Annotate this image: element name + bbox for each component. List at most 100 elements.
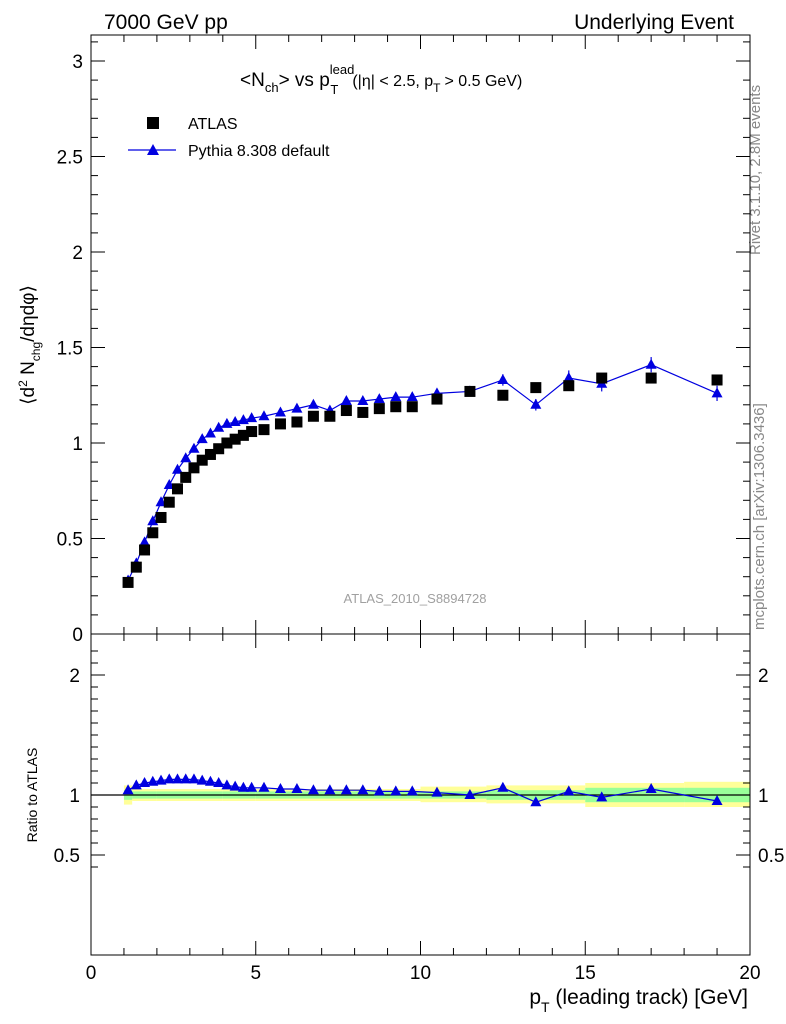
main-panel: 0 0.5 1 1.5 2 2.5 3: [57, 34, 751, 646]
mcplots-label: mcplots.cern.ch [arXiv:1306.3436]: [751, 403, 768, 630]
main-mc-point: [274, 406, 286, 417]
main-mc-point: [291, 402, 303, 413]
main-data-series: [122, 372, 723, 588]
ratio-ytick-label-right: 0.5: [758, 846, 784, 867]
ratio-mc-point: [274, 783, 286, 793]
ratio-mc-point: [406, 785, 418, 796]
main-data-point: [204, 448, 216, 460]
plot-title: <Nch> vs plead T (|η| < 2.5, pT > 0.5 GeV): [240, 62, 522, 97]
main-data-point: [130, 561, 142, 573]
ratio-mc-point: [229, 780, 241, 791]
main-data-point: [147, 527, 159, 539]
ratio-mc-point: [711, 795, 723, 805]
main-data-point: [258, 424, 270, 436]
ratio-mc-point: [373, 785, 385, 796]
ratio-mc-point: [122, 784, 134, 795]
ratio-ytick-label-right: 1: [758, 786, 769, 807]
main-mc-series: [122, 357, 723, 585]
ratio-axis-ticks: 0.5 0.51 12 20 5 10 15 20: [54, 634, 784, 984]
main-ytick-label: 2.5: [57, 148, 83, 169]
main-mc-point: [180, 452, 192, 463]
legend-pythia-label: Pythia 8.308 default: [188, 143, 330, 160]
ratio-panel: 0.5 0.51 12 20 5 10 15 20: [54, 633, 784, 984]
main-mc-point: [196, 433, 208, 444]
ratio-mc-point: [324, 784, 336, 795]
main-data-point: [237, 429, 249, 441]
main-data-point: [180, 471, 192, 483]
header-left: 7000 GeV pp: [104, 11, 228, 34]
main-ytick-label: 0: [72, 625, 83, 646]
ratio-ytick-label: 1: [69, 786, 80, 807]
ratio-mc-series: [122, 773, 723, 807]
ratio-mc-point: [213, 777, 225, 787]
ratio-mc-point: [246, 781, 258, 792]
ratio-ytick-label: 2: [69, 666, 80, 687]
ratio-mc-point: [431, 786, 443, 797]
ratio-mc-point: [258, 781, 270, 792]
xtick-label: 15: [575, 963, 596, 984]
ratio-mc-point: [237, 781, 249, 792]
main-mc-point: [390, 391, 402, 402]
main-data-point: [563, 380, 575, 392]
title-part-vs: > vs p: [279, 70, 330, 91]
main-data-point: [357, 406, 369, 418]
xlabel: pT (leading track) [GeV]: [529, 986, 748, 1015]
main-mc-point: [229, 415, 241, 426]
main-mc-point: [645, 358, 657, 369]
xtick-label: 10: [410, 963, 431, 984]
ratio-mc-point: [155, 774, 167, 785]
ratio-ytick-label: 0.5: [54, 846, 80, 867]
ratio-mc-point: [530, 796, 542, 807]
ratio-mc-point: [180, 773, 192, 784]
ratio-frame: [90, 633, 751, 956]
main-axis-ticks: 0 0.5 1 1.5 2 2.5 3: [57, 35, 751, 646]
main-data-point: [274, 418, 286, 430]
ratio-ylabel: Ratio to ATLAS: [24, 748, 40, 843]
main-data-point: [139, 544, 151, 556]
main-mc-point: [497, 373, 509, 384]
title-part-ch: ch: [265, 80, 279, 95]
ratio-mc-point: [390, 785, 402, 796]
main-mc-point: [258, 410, 270, 421]
legend-atlas-marker: [147, 117, 159, 129]
ratio-mc-point: [139, 777, 151, 787]
xtick-label: 20: [739, 963, 760, 984]
ratio-mc-point: [171, 773, 183, 784]
main-data-point: [497, 389, 509, 401]
main-ytick-label: 0.5: [57, 530, 83, 551]
ratio-mc-point: [204, 775, 216, 786]
main-mc-point: [530, 398, 542, 409]
ratio-mc-point: [357, 784, 369, 795]
main-data-point: [431, 393, 443, 405]
ratio-mc-point: [563, 785, 575, 796]
main-data-point: [645, 372, 657, 384]
xtick-label: 5: [250, 963, 261, 984]
main-data-point: [196, 454, 208, 466]
main-mc-point: [307, 398, 319, 409]
main-ytick-label: 1.5: [57, 339, 83, 360]
main-mc-point: [563, 372, 575, 383]
ratio-mc-point: [196, 774, 208, 785]
ratio-mc-point: [221, 779, 233, 790]
main-data-point: [213, 443, 225, 455]
header-right: Underlying Event: [574, 11, 734, 34]
main-data-point: [711, 374, 723, 386]
ratio-mc-point: [188, 773, 200, 784]
xtick-label: 0: [86, 963, 97, 984]
title-part-cuts-end: > 0.5 GeV): [444, 73, 522, 90]
main-data-point: [464, 385, 476, 397]
main-mc-point: [237, 414, 249, 425]
main-mc-line: [127, 364, 718, 581]
main-ytick-label: 3: [72, 52, 83, 73]
main-mc-point: [213, 421, 225, 432]
main-mc-point: [340, 394, 352, 405]
title-part-t: T: [330, 82, 338, 97]
ratio-mc-point: [147, 775, 159, 786]
main-data-point: [246, 426, 258, 438]
main-mc-point: [357, 394, 369, 405]
main-mc-point: [171, 463, 183, 474]
main-data-point: [340, 405, 352, 417]
ratio-mc-point: [130, 779, 142, 790]
main-mc-point: [204, 427, 216, 438]
